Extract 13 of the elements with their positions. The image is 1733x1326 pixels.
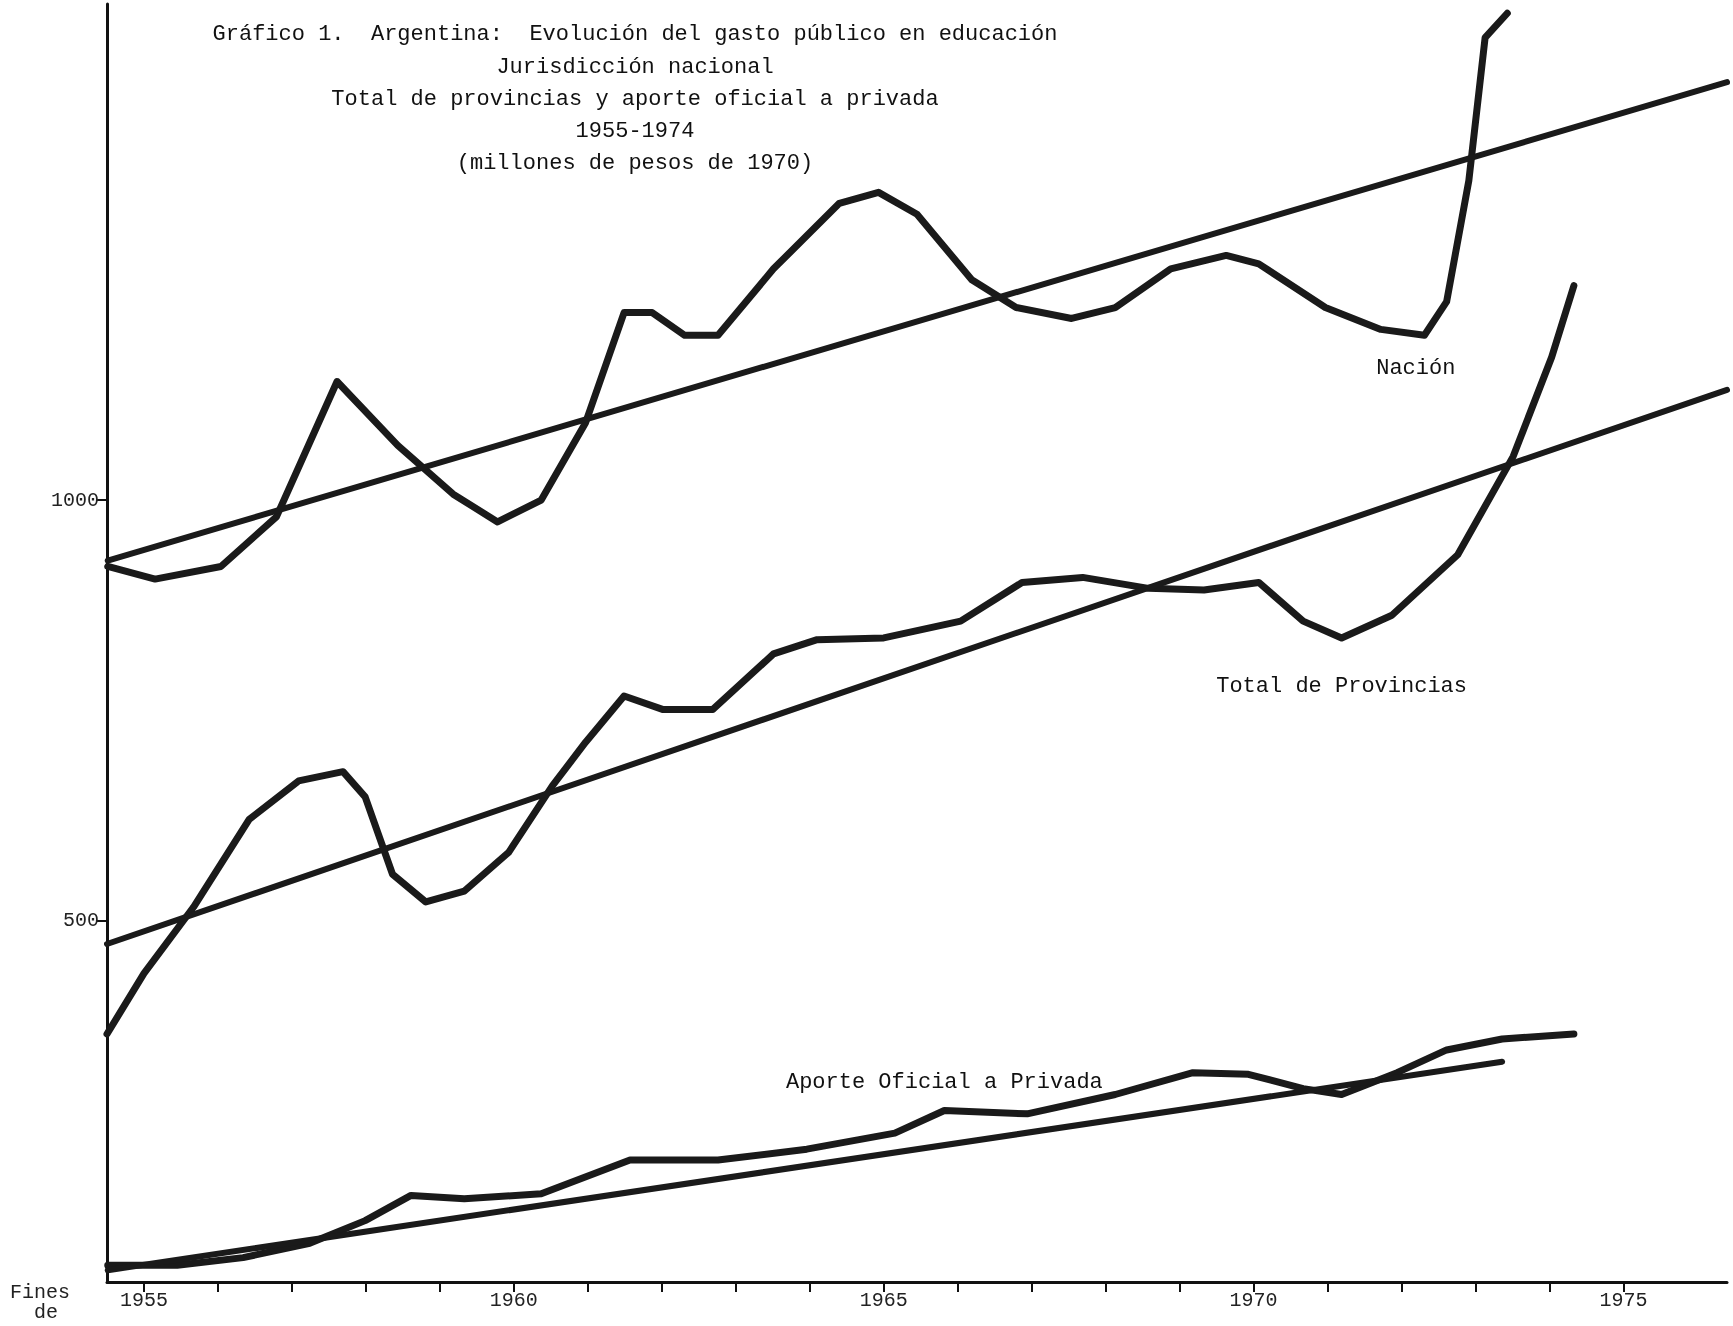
text: Fines de bbox=[10, 1280, 71, 1324]
y-tick-label: 1000 bbox=[50, 488, 99, 512]
y-tick-label: 500 bbox=[62, 908, 99, 932]
x-tick-label: 1965 bbox=[859, 1288, 908, 1312]
text: Gráfico 1. Argentina: Evolución del gasto público en educación bbox=[212, 21, 1058, 47]
series-label: Nación bbox=[1376, 355, 1456, 381]
x-tick-label: 1955 bbox=[119, 1288, 168, 1312]
x-tick-label: 1970 bbox=[1229, 1288, 1278, 1312]
x-tick-label: 1975 bbox=[1599, 1288, 1648, 1312]
x-tick-label: 1960 bbox=[489, 1288, 538, 1312]
series-label: Aporte Oficial a Privada bbox=[785, 1069, 1103, 1095]
text: Jurisdicción nacional Total de provincias y aporte oficial a privada 1955-1974 (millones de pesos de 1970) bbox=[331, 54, 939, 176]
text: Total de Provincias bbox=[1216, 674, 1468, 700]
